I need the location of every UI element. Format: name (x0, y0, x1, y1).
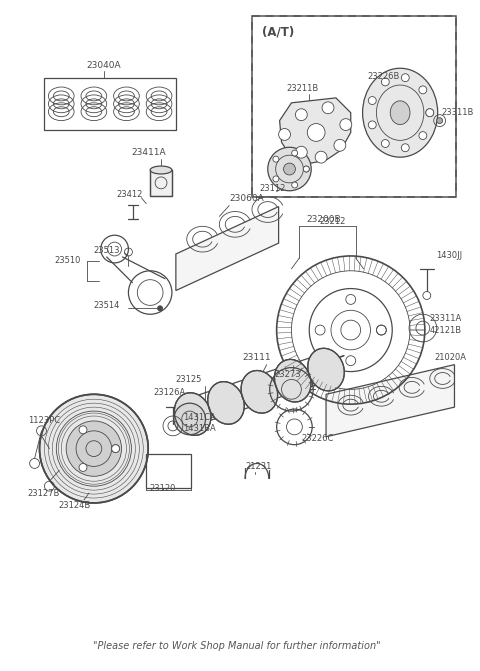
Circle shape (437, 117, 443, 123)
Text: 21231: 21231 (245, 462, 271, 471)
Circle shape (334, 140, 346, 151)
Ellipse shape (275, 360, 311, 402)
Circle shape (292, 150, 298, 156)
Circle shape (426, 109, 434, 117)
Text: 23411A: 23411A (131, 148, 166, 157)
Text: 23226C: 23226C (301, 434, 334, 444)
Circle shape (419, 132, 427, 140)
Bar (150, 170, 172, 196)
Bar (252, 16, 456, 197)
Ellipse shape (208, 382, 244, 424)
Text: 1123PC: 1123PC (28, 417, 60, 425)
Text: 23211B: 23211B (287, 83, 319, 93)
Text: 23040A: 23040A (86, 61, 121, 70)
Circle shape (79, 426, 87, 433)
Circle shape (66, 421, 121, 476)
Circle shape (112, 445, 120, 452)
Text: 23311A: 23311A (430, 314, 462, 323)
Circle shape (382, 78, 389, 86)
Circle shape (295, 109, 307, 121)
Text: 42121B: 42121B (430, 325, 462, 335)
Text: 23412: 23412 (117, 190, 143, 199)
Ellipse shape (362, 68, 438, 157)
Text: (A/T): (A/T) (262, 25, 294, 38)
Circle shape (322, 102, 334, 113)
Polygon shape (280, 98, 351, 164)
Text: 23120: 23120 (150, 484, 176, 493)
Circle shape (303, 166, 309, 172)
Text: 1430JJ: 1430JJ (436, 252, 462, 260)
Circle shape (303, 166, 309, 172)
Text: 23311B: 23311B (442, 108, 474, 117)
Bar (45, 78, 176, 130)
Text: "Please refer to Work Shop Manual for further information": "Please refer to Work Shop Manual for fu… (93, 641, 381, 652)
Circle shape (368, 121, 376, 129)
Text: 23124B: 23124B (58, 501, 90, 511)
Text: 23060A: 23060A (229, 194, 264, 203)
Circle shape (174, 403, 205, 435)
Circle shape (315, 151, 327, 163)
Text: 23111: 23111 (242, 353, 271, 362)
Text: 1431CA: 1431CA (183, 413, 216, 421)
Text: 23513: 23513 (94, 246, 120, 254)
Circle shape (419, 86, 427, 94)
Circle shape (382, 140, 389, 148)
Text: 23226B: 23226B (368, 72, 400, 81)
Ellipse shape (390, 101, 410, 125)
Circle shape (112, 445, 120, 452)
Circle shape (426, 109, 434, 117)
Circle shape (39, 395, 148, 503)
Circle shape (268, 148, 311, 191)
Text: 23510: 23510 (54, 256, 81, 266)
Ellipse shape (150, 166, 172, 174)
Circle shape (401, 144, 409, 152)
Circle shape (368, 97, 376, 105)
Circle shape (79, 464, 87, 472)
Circle shape (273, 176, 279, 182)
Ellipse shape (308, 348, 344, 391)
Bar (150, 170, 172, 196)
Circle shape (157, 305, 163, 311)
Circle shape (278, 129, 290, 140)
Bar (252, 16, 456, 197)
Circle shape (295, 146, 307, 158)
Circle shape (273, 156, 279, 162)
Circle shape (292, 182, 298, 188)
Text: 23126A: 23126A (153, 388, 185, 397)
Circle shape (307, 123, 325, 142)
Text: 23112: 23112 (260, 185, 286, 193)
Text: 1431BA: 1431BA (183, 424, 216, 433)
Bar (146, 454, 191, 488)
Text: 23200B: 23200B (307, 215, 341, 224)
Text: 23212: 23212 (319, 217, 346, 226)
Circle shape (401, 74, 409, 82)
Polygon shape (176, 207, 278, 291)
Polygon shape (326, 364, 455, 437)
Ellipse shape (174, 393, 211, 435)
Text: 23127B: 23127B (28, 488, 60, 498)
Ellipse shape (241, 370, 277, 413)
Text: 21020A: 21020A (435, 353, 467, 362)
Circle shape (340, 119, 352, 130)
Text: 23514: 23514 (94, 301, 120, 310)
Circle shape (284, 163, 295, 175)
Text: 23273: 23273 (275, 370, 301, 379)
Text: 23125: 23125 (176, 375, 202, 384)
